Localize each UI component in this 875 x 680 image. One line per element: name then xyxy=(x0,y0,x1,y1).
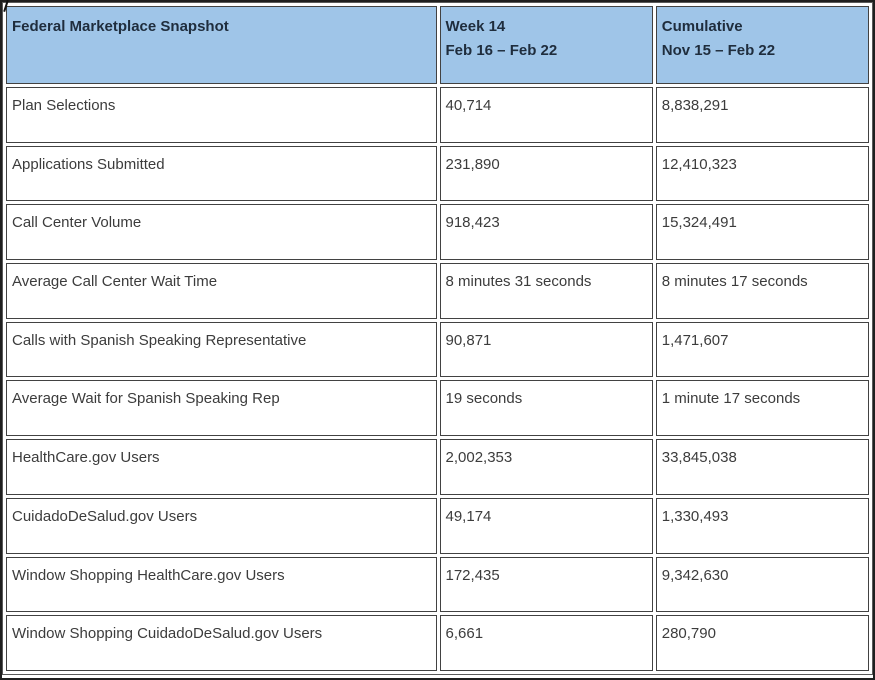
week-value: 231,890 xyxy=(439,145,653,202)
week-value: 40,714 xyxy=(439,87,653,143)
row-label: Window Shopping CuidadoDeSalud.gov Users xyxy=(6,615,437,671)
week-value: 172,435 xyxy=(439,556,653,613)
table-row: Plan Selections 40,714 8,838,291 xyxy=(6,87,869,143)
table-row: Call Center Volume 918,423 15,324,491 xyxy=(6,204,869,261)
week-value: 49,174 xyxy=(439,497,653,554)
cumulative-value: 8 minutes 17 seconds xyxy=(655,263,869,319)
table-row: Window Shopping CuidadoDeSalud.gov Users… xyxy=(6,615,869,671)
week-value: 8 minutes 31 seconds xyxy=(439,263,653,319)
cumulative-value: 280,790 xyxy=(655,615,869,671)
cumulative-value: 1,330,493 xyxy=(655,497,869,554)
cumulative-value: 12,410,323 xyxy=(655,145,869,202)
row-label: Plan Selections xyxy=(6,87,437,143)
cumulative-header-line2: Nov 15 – Feb 22 xyxy=(661,42,776,59)
week-value: 6,661 xyxy=(439,615,653,671)
week-value: 918,423 xyxy=(439,204,653,261)
cumulative-value: 1,471,607 xyxy=(655,321,869,378)
week-header-line2: Feb 16 – Feb 22 xyxy=(445,42,558,59)
header-cell-title: Federal Marketplace Snapshot xyxy=(6,6,437,84)
cumulative-value: 8,838,291 xyxy=(655,87,869,143)
header-row: Federal Marketplace Snapshot Week 14 Feb… xyxy=(6,6,869,84)
table-row: Average Call Center Wait Time 8 minutes 3… xyxy=(6,263,869,319)
table-row: HealthCare.gov Users 2,002,353 33,845,038 xyxy=(6,439,869,495)
row-label: Applications Submitted xyxy=(6,145,437,202)
cumulative-header-line1: Cumulative xyxy=(661,18,743,35)
week-value: 2,002,353 xyxy=(439,439,653,495)
row-label: Average Call Center Wait Time xyxy=(6,263,437,319)
cumulative-value: 33,845,038 xyxy=(655,439,869,495)
cumulative-value: 9,342,630 xyxy=(655,556,869,613)
header-cell-cumulative: Cumulative Nov 15 – Feb 22 xyxy=(655,6,869,84)
row-label: Average Wait for Spanish Speaking Rep xyxy=(6,380,437,437)
table-row: Window Shopping HealthCare.gov Users 172,… xyxy=(6,556,869,613)
table-row: Applications Submitted 231,890 12,410,323 xyxy=(6,145,869,202)
cumulative-value: 1 minute 17 seconds xyxy=(655,380,869,437)
table-title: Federal Marketplace Snapshot xyxy=(12,18,229,35)
table-row: Average Wait for Spanish Speaking Rep 19 … xyxy=(6,380,869,437)
table-row: Calls with Spanish Speaking Representati… xyxy=(6,321,869,378)
week-value: 19 seconds xyxy=(439,380,653,437)
week-header-line1: Week 14 xyxy=(445,18,506,35)
row-label: HealthCare.gov Users xyxy=(6,439,437,495)
week-value: 90,871 xyxy=(439,321,653,378)
cumulative-value: 15,324,491 xyxy=(655,204,869,261)
row-label: Call Center Volume xyxy=(6,204,437,261)
row-label: Calls with Spanish Speaking Representati… xyxy=(6,321,437,378)
row-label: Window Shopping HealthCare.gov Users xyxy=(6,556,437,613)
table-body: Plan Selections 40,714 8,838,291 Applicatio… xyxy=(6,87,869,671)
table-row: CuidadoDeSalud.gov Users 49,174 1,330,493 xyxy=(6,497,869,554)
header-cell-week: Week 14 Feb 16 – Feb 22 xyxy=(439,6,653,84)
row-label: CuidadoDeSalud.gov Users xyxy=(6,497,437,554)
